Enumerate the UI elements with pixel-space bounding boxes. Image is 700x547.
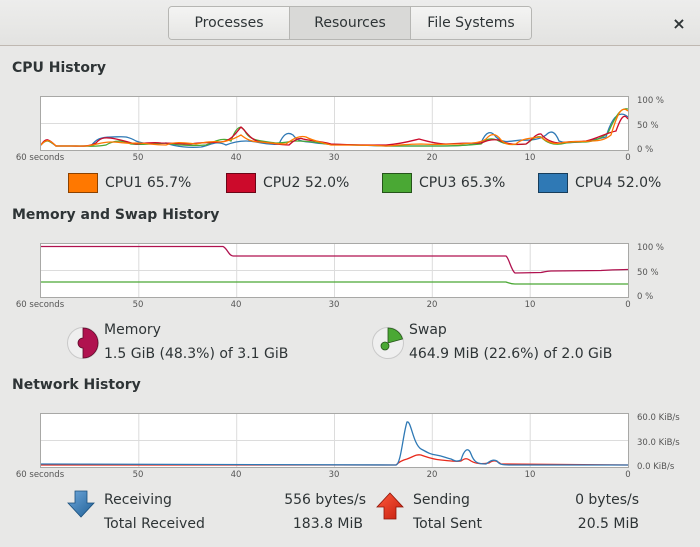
cpu-y-label-0: 0 % <box>637 145 654 155</box>
network-y-label-30: 30.0 KiB/s <box>637 438 680 448</box>
tab-file-systems[interactable]: File Systems <box>411 7 531 39</box>
memory-x-label-0: 0 <box>625 300 631 310</box>
total-sent-label: Total Sent <box>413 516 483 532</box>
total-received-label: Total Received <box>104 516 205 532</box>
swap-pie-icon[interactable] <box>371 326 405 360</box>
cpu2-color-swatch[interactable] <box>226 173 256 193</box>
memory-x-label-60: 60 seconds <box>15 300 65 310</box>
cpu-y-label-100: 100 % <box>637 96 665 106</box>
cpu-x-label-10: 10 <box>524 153 536 163</box>
memory-y-label-50: 50 % <box>637 268 659 278</box>
network-x-label-20: 20 <box>426 470 438 480</box>
sending-label: Sending <box>413 492 470 508</box>
memory-x-label-50: 50 <box>132 300 144 310</box>
tab-resources[interactable]: Resources <box>290 7 411 39</box>
receiving-label: Receiving <box>104 492 172 508</box>
cpu1-color-swatch[interactable] <box>68 173 98 193</box>
header-bar: Processes Resources File Systems × <box>0 0 700 46</box>
sending-value: 0 bytes/s <box>575 492 639 508</box>
cpu-history-chart <box>40 96 629 151</box>
network-history-title: Network History <box>12 377 141 393</box>
cpu3-color-swatch[interactable] <box>382 173 412 193</box>
cpu4-label: CPU4 52.0% <box>575 175 662 191</box>
network-x-label-50: 50 <box>132 470 144 480</box>
view-switcher: Processes Resources File Systems <box>168 6 532 40</box>
cpu-x-label-0: 0 <box>625 153 631 163</box>
network-graph <box>41 414 628 467</box>
memory-x-label-20: 20 <box>426 300 438 310</box>
memory-y-label-100: 100 % <box>637 243 665 253</box>
total-received-value: 183.8 MiB <box>292 516 363 532</box>
memory-graph <box>41 244 628 297</box>
legend-cpu2: CPU2 52.0% <box>226 173 349 193</box>
legend-cpu4: CPU4 52.0% <box>538 173 661 193</box>
cpu-x-label-40: 40 <box>230 153 242 163</box>
close-icon[interactable]: × <box>672 13 686 33</box>
cpu1-label: CPU1 65.7% <box>105 175 192 191</box>
network-y-label-0: 0.0 KiB/s <box>637 462 675 472</box>
memory-history-title: Memory and Swap History <box>12 207 220 223</box>
memory-y-label-0: 0 % <box>637 292 654 302</box>
network-x-label-0: 0 <box>625 470 631 480</box>
memory-pie-icon[interactable] <box>66 326 100 360</box>
memory-label: Memory <box>104 322 161 338</box>
cpu-y-label-50: 50 % <box>637 121 659 131</box>
network-x-label-60: 60 seconds <box>15 470 65 480</box>
cpu-x-label-30: 30 <box>328 153 340 163</box>
receiving-value: 556 bytes/s <box>284 492 366 508</box>
network-x-label-10: 10 <box>524 470 536 480</box>
memory-x-label-10: 10 <box>524 300 536 310</box>
receiving-arrow-icon[interactable] <box>66 490 96 520</box>
cpu-x-label-50: 50 <box>132 153 144 163</box>
memory-x-label-40: 40 <box>230 300 242 310</box>
cpu-x-label-20: 20 <box>426 153 438 163</box>
cpu-x-label-60: 60 seconds <box>15 153 65 163</box>
cpu2-label: CPU2 52.0% <box>263 175 350 191</box>
swap-label: Swap <box>409 322 447 338</box>
cpu-history-title: CPU History <box>12 60 106 76</box>
memory-history-chart <box>40 243 629 298</box>
cpu3-label: CPU3 65.3% <box>419 175 506 191</box>
network-history-chart <box>40 413 629 468</box>
legend-cpu3: CPU3 65.3% <box>382 173 505 193</box>
memory-x-label-30: 30 <box>328 300 340 310</box>
network-x-label-30: 30 <box>328 470 340 480</box>
memory-value: 1.5 GiB (48.3%) of 3.1 GiB <box>104 346 289 362</box>
legend-cpu1: CPU1 65.7% <box>68 173 191 193</box>
total-sent-value: 20.5 MiB <box>577 516 639 532</box>
cpu-graph <box>41 97 628 150</box>
swap-value: 464.9 MiB (22.6%) of 2.0 GiB <box>409 346 613 362</box>
sending-arrow-icon[interactable] <box>375 492 405 522</box>
network-x-label-40: 40 <box>230 470 242 480</box>
network-y-label-60: 60.0 KiB/s <box>637 413 680 423</box>
tab-processes[interactable]: Processes <box>169 7 290 39</box>
cpu4-color-swatch[interactable] <box>538 173 568 193</box>
